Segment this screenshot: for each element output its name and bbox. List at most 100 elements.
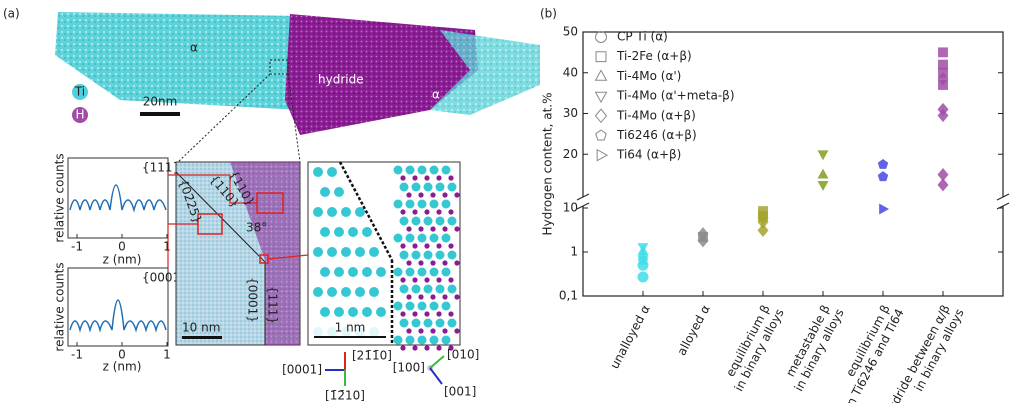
h-atom — [424, 345, 430, 351]
ti-atom — [393, 233, 403, 243]
ti-atom — [393, 267, 403, 277]
ti-atom — [429, 301, 439, 311]
scale-bar — [182, 336, 222, 339]
marker — [637, 271, 649, 283]
marker — [697, 234, 709, 248]
ti-atom — [399, 284, 409, 294]
ti-atom — [411, 182, 421, 192]
x-tick-label: 0 — [118, 348, 126, 362]
legend-label: CP Ti (α) — [617, 30, 668, 44]
h-atom — [436, 175, 442, 181]
h-atom — [424, 243, 430, 249]
direction-label: [1̄2̄10] — [325, 389, 365, 403]
interface-line — [338, 161, 394, 261]
marker — [817, 180, 829, 191]
h-atom — [442, 226, 448, 232]
h-atom — [400, 345, 406, 351]
ti-atom — [405, 267, 415, 277]
h-atom — [442, 260, 448, 266]
angle-label: 38° — [246, 221, 267, 235]
ti-atom — [362, 307, 372, 317]
marker — [877, 171, 889, 182]
scale-label: 1 nm — [335, 321, 366, 335]
marker — [595, 51, 607, 63]
atoms — [313, 165, 460, 351]
marker — [879, 203, 890, 215]
direction-label: [21̄1̄0] — [352, 349, 392, 363]
ti-atom — [441, 301, 451, 311]
y-tick-label: 1 — [570, 245, 578, 259]
ti-atom — [399, 216, 409, 226]
marker — [938, 47, 948, 58]
marker — [595, 129, 607, 141]
h-atom — [406, 294, 412, 300]
y-tick-label: 20 — [563, 147, 578, 161]
ti-atom — [355, 207, 365, 217]
ti-legend-atom — [72, 84, 88, 100]
ti-atom — [327, 207, 337, 217]
chart: (b) Hydrogen content, at.% 0,1 1 10 20 30 40 50 u… — [540, 7, 1010, 403]
ti-atom — [362, 267, 372, 277]
legend-label: Ti64 (α+β) — [616, 148, 681, 162]
ti-atom — [429, 267, 439, 277]
h-atom — [400, 209, 406, 215]
h-atom — [418, 260, 424, 266]
h-atom — [424, 175, 430, 181]
y-axis-label: Hydrogen content, at.% — [541, 92, 555, 235]
h-atom — [418, 294, 424, 300]
marker — [637, 254, 649, 265]
ti-atom — [348, 267, 358, 277]
h-atom — [454, 328, 460, 334]
interface-line — [175, 171, 266, 263]
y-tick-label: 50 — [563, 25, 578, 39]
ti-atom — [393, 199, 403, 209]
marker — [596, 148, 609, 162]
legend-label: Ti-2Fe (α+β) — [616, 49, 692, 63]
ti-atom — [320, 187, 330, 197]
callout-line — [267, 254, 309, 260]
ti-atom — [447, 318, 457, 328]
alpha-region — [430, 30, 540, 115]
x-tick-label: 1 — [163, 240, 171, 254]
y-tick-label: 30 — [563, 106, 578, 120]
ti-atom — [355, 247, 365, 257]
ti-atom — [348, 227, 358, 237]
phase-label: hydride — [318, 73, 364, 87]
x-tick-label: -1 — [71, 348, 83, 362]
ti-atom — [327, 167, 337, 177]
profile-curve — [69, 184, 167, 213]
x-tick-label: alloyed α — [674, 302, 712, 357]
ti-atom — [341, 247, 351, 257]
ti-atom — [441, 267, 451, 277]
ti-atom — [405, 233, 415, 243]
h-atom — [448, 243, 454, 249]
legend-label: Ti-4Mo (α'+meta-β) — [616, 89, 735, 103]
plane-label: {111} — [266, 286, 280, 324]
marker — [937, 168, 949, 182]
ti-atom — [411, 250, 421, 260]
ti-atom — [417, 199, 427, 209]
legend-label: Ti-4Mo (α+β) — [616, 108, 696, 122]
ti-atom — [341, 287, 351, 297]
ti-atom — [423, 318, 433, 328]
h-atom — [448, 345, 454, 351]
ti-atom — [399, 182, 409, 192]
h-atom — [430, 192, 436, 198]
direction-label: [0001] — [282, 363, 322, 377]
ti-atom — [435, 250, 445, 260]
marker — [758, 206, 768, 217]
y-tick-label: 10 — [563, 201, 578, 215]
callout-line — [168, 174, 257, 204]
h-atom — [436, 277, 442, 283]
h-atom — [406, 226, 412, 232]
break-mark — [996, 193, 1010, 201]
marker — [937, 72, 949, 86]
marker — [594, 69, 608, 81]
ti-atom — [429, 165, 439, 175]
h-atom — [454, 192, 460, 198]
ti-atom — [417, 233, 427, 243]
ti-atom — [405, 335, 415, 345]
axis-label: relative counts — [53, 262, 67, 351]
ti-atom — [441, 165, 451, 175]
direction-label: [010] — [447, 348, 479, 362]
